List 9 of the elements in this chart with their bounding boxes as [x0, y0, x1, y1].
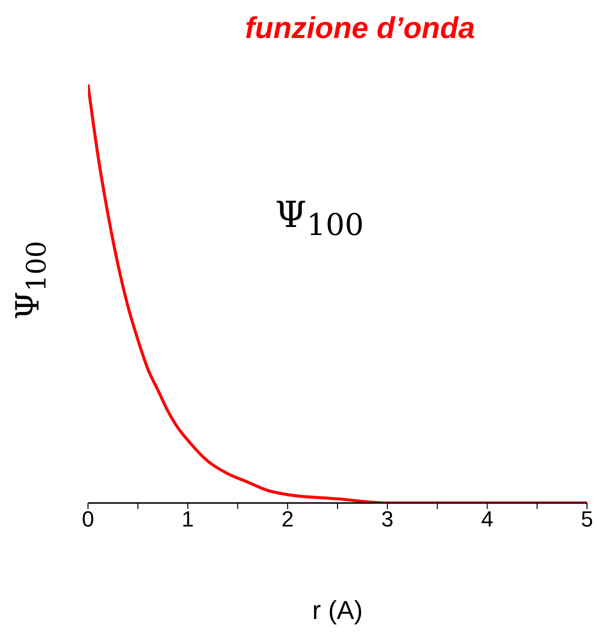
x-tick-label: 5: [580, 506, 594, 532]
annotation: Ψ$_{100}$: [275, 195, 364, 244]
x-tick-label: 3: [381, 506, 394, 532]
x-tick-label: 4: [481, 506, 494, 532]
x-tick-label: 0: [82, 506, 94, 532]
x-tick-label: 2: [281, 506, 294, 532]
x-tick-label: 1: [182, 506, 194, 532]
chart-title: funzione d’onda: [244, 12, 476, 46]
x-axis-title: r (A): [311, 595, 364, 626]
